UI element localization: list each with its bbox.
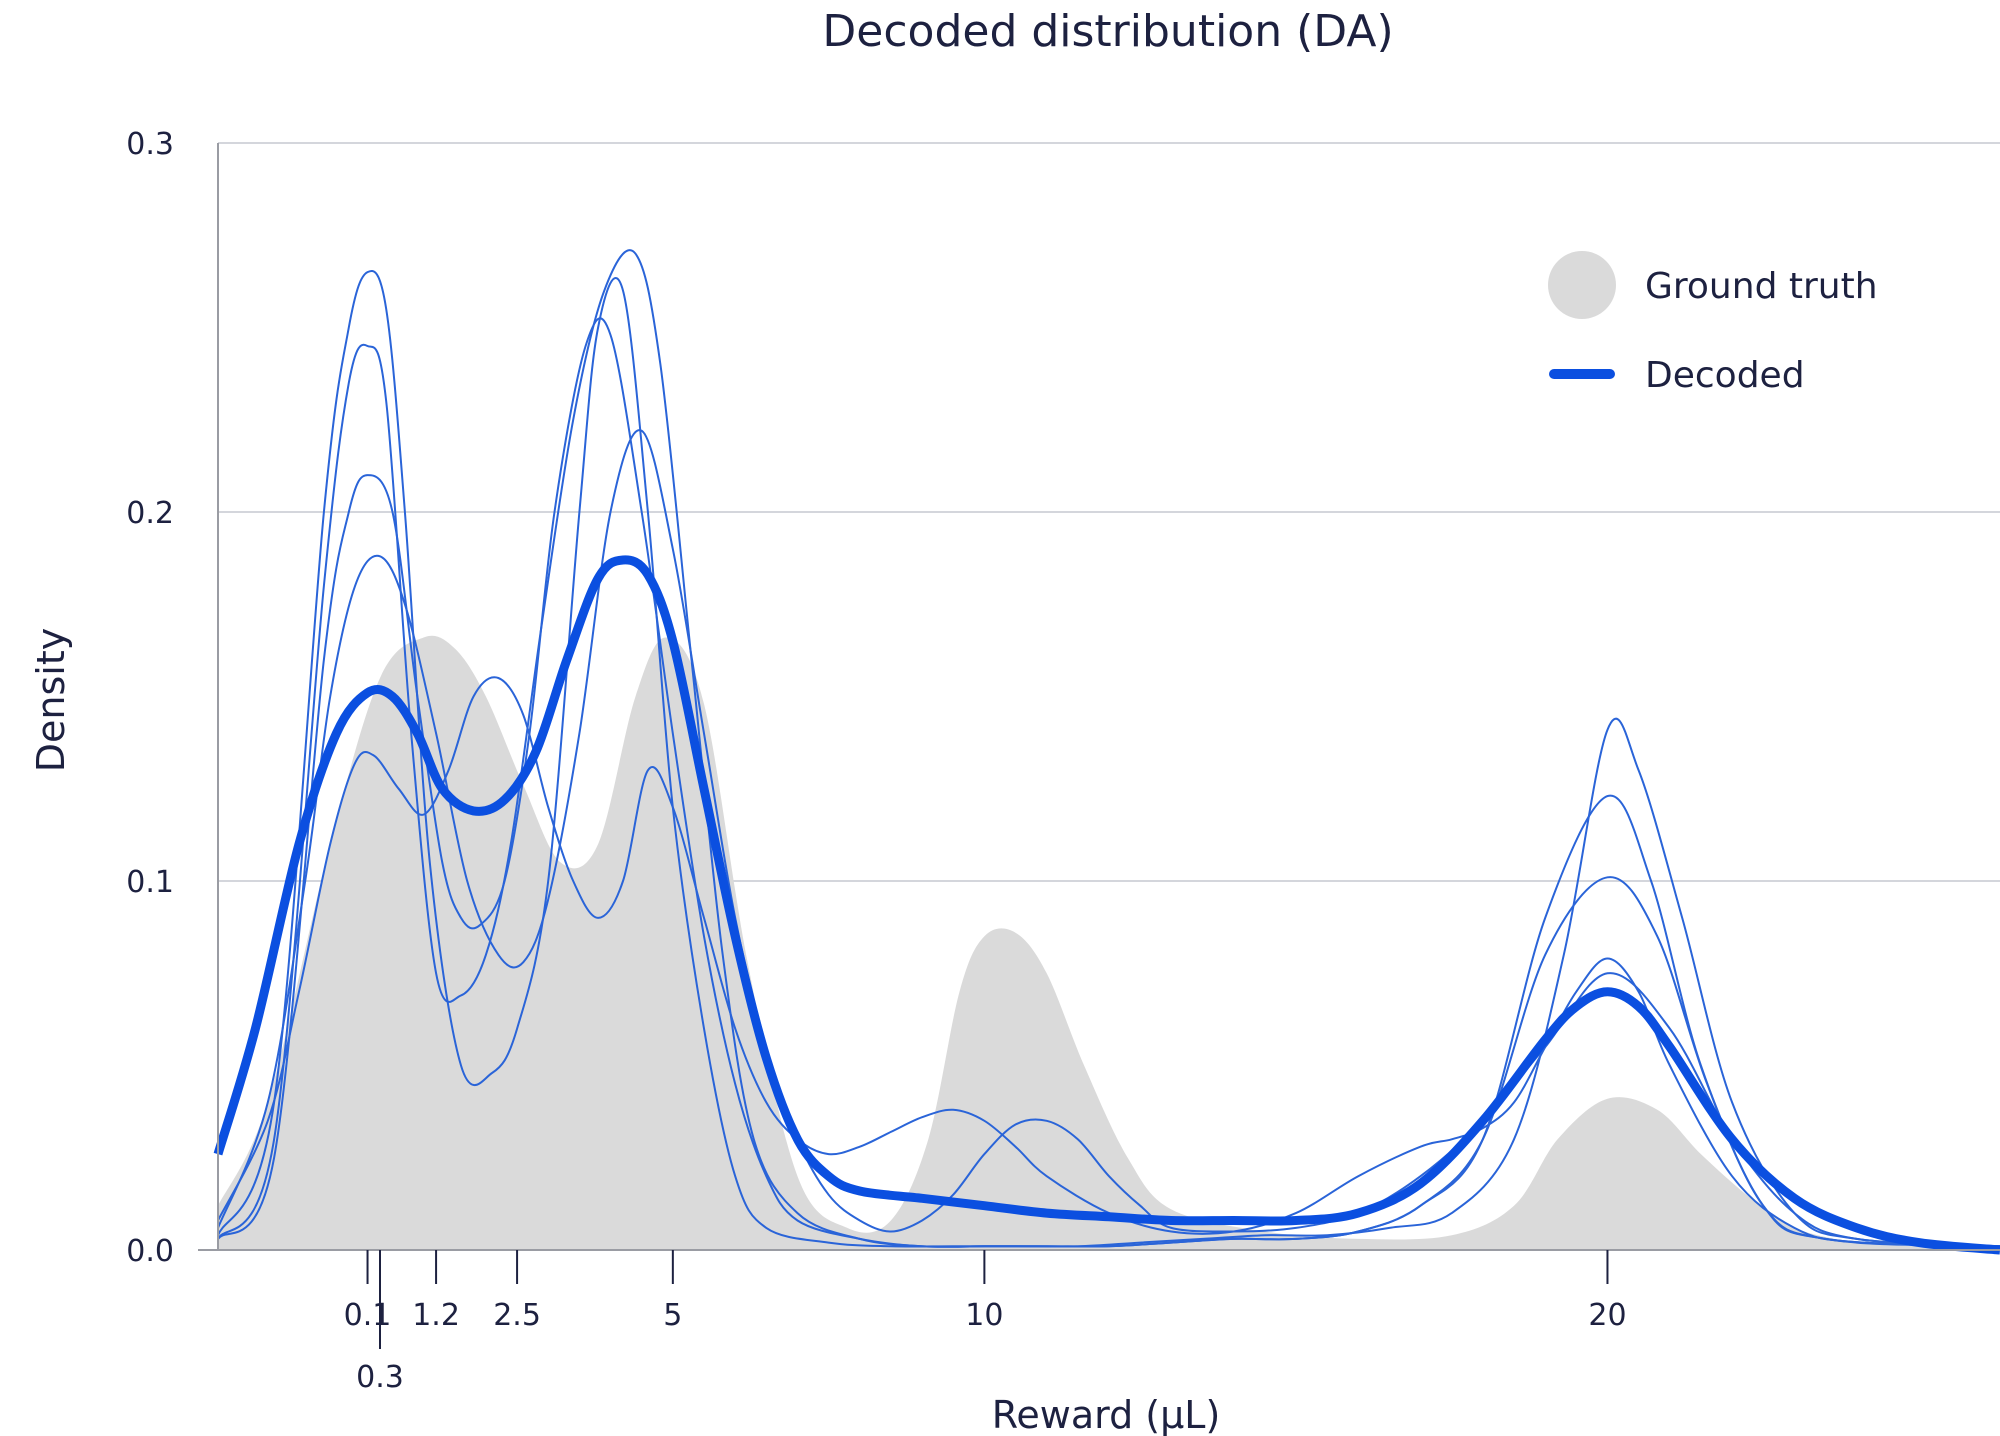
x-tick-label-4: 5: [663, 1298, 682, 1333]
x-tick-label-6: 20: [1588, 1298, 1626, 1333]
axes: [198, 143, 2000, 1251]
x-tick-label-5: 10: [965, 1298, 1003, 1333]
decoded-sample-line-3: [217, 317, 2000, 1248]
legend-decoded-label: Decoded: [1645, 355, 1805, 396]
y-tick-label-0: 0.0: [126, 1234, 174, 1269]
y-tick-label-1: 0.1: [126, 865, 174, 900]
legend-ground-truth-swatch: [1548, 251, 1616, 319]
chart-title: Decoded distribution (DA): [822, 6, 1393, 57]
decoded-layer: [213, 555, 2000, 1255]
x-tick-label-3: 2.5: [493, 1298, 541, 1333]
decoded-line: [213, 555, 2000, 1255]
x-tick-label-1: 0.3: [356, 1360, 404, 1395]
y-ticks: 0.0 0.1 0.2 0.3: [126, 127, 174, 1269]
ground-truth-area: [218, 635, 2000, 1250]
legend-ground-truth-label: Ground truth: [1645, 266, 1878, 307]
y-axis-label: Density: [29, 628, 73, 772]
ground-truth-layer: [218, 635, 2000, 1250]
x-tick-label-0: 0.1: [344, 1298, 392, 1333]
legend: Ground truth Decoded: [1548, 251, 1878, 396]
x-axis-label: Reward (µL): [992, 1393, 1221, 1436]
y-tick-label-3: 0.3: [126, 127, 174, 162]
x-tick-label-2: 1.2: [412, 1298, 460, 1333]
y-tick-label-2: 0.2: [126, 496, 174, 531]
decoded-sample-line-1: [217, 269, 2000, 1248]
x-ticks: 0.1 0.31.2 2.5 5 10 20: [344, 1250, 1627, 1395]
